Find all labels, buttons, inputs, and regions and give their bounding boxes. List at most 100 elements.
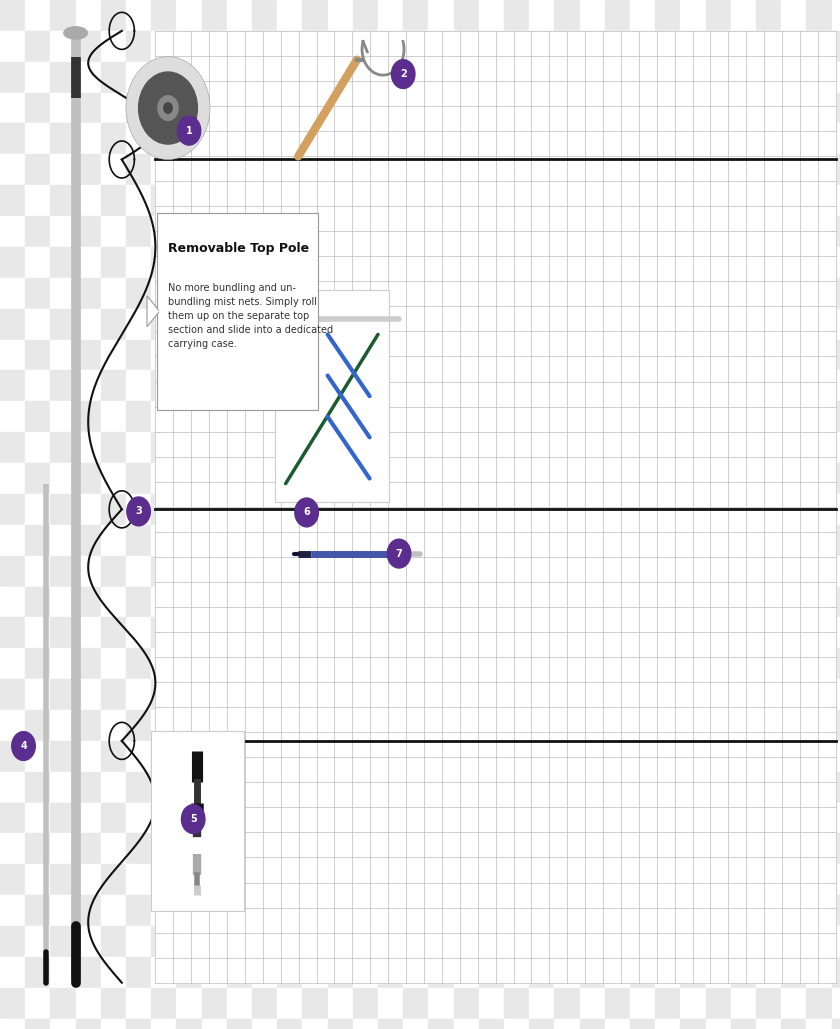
Bar [50, 31, 76, 62]
Bar [630, 309, 655, 340]
Bar [832, 31, 840, 62]
Bar [529, 772, 554, 803]
Bar [655, 617, 680, 648]
Bar [151, 617, 176, 648]
Bar [706, 741, 731, 772]
Bar [76, 93, 101, 123]
Bar [378, 62, 403, 93]
Bar [302, 957, 328, 988]
Bar [328, 154, 353, 185]
Bar [378, 463, 403, 494]
Bar [655, 93, 680, 123]
Bar [176, 648, 202, 679]
Bar [328, 340, 353, 370]
Bar [504, 463, 529, 494]
Bar [227, 463, 252, 494]
Bar [428, 1019, 454, 1029]
Bar [806, 617, 832, 648]
Bar [353, 710, 378, 741]
Bar [706, 432, 731, 463]
Bar [76, 247, 101, 278]
Bar [302, 648, 328, 679]
Bar [202, 401, 227, 432]
Bar [302, 926, 328, 957]
Bar [706, 895, 731, 926]
Bar [655, 432, 680, 463]
Bar [0, 62, 25, 93]
Bar [580, 93, 605, 123]
Bar [479, 772, 504, 803]
Bar [202, 31, 227, 62]
Bar [126, 833, 151, 864]
Bar [428, 988, 454, 1019]
Bar [554, 772, 580, 803]
Bar [781, 772, 806, 803]
Bar [403, 556, 428, 587]
Bar [25, 62, 50, 93]
Bar [76, 772, 101, 803]
Bar [504, 864, 529, 895]
Bar [252, 31, 277, 62]
Bar [378, 648, 403, 679]
Bar [731, 340, 756, 370]
Bar [302, 525, 328, 556]
Bar [252, 864, 277, 895]
Bar [202, 123, 227, 154]
Bar [428, 741, 454, 772]
Bar [202, 556, 227, 587]
Bar [580, 494, 605, 525]
Bar [806, 494, 832, 525]
Bar [630, 617, 655, 648]
Bar [832, 525, 840, 556]
Bar [0, 988, 25, 1019]
Bar [756, 1019, 781, 1029]
Bar [781, 62, 806, 93]
Bar [202, 216, 227, 247]
Bar [428, 154, 454, 185]
Bar [529, 803, 554, 833]
Bar [731, 401, 756, 432]
Bar [176, 278, 202, 309]
Bar [252, 556, 277, 587]
Bar [731, 895, 756, 926]
Bar [25, 926, 50, 957]
Bar [302, 494, 328, 525]
Bar [428, 463, 454, 494]
Bar [50, 494, 76, 525]
Bar [25, 556, 50, 587]
Text: 6: 6 [303, 507, 310, 518]
Bar [202, 309, 227, 340]
Bar [0, 93, 25, 123]
Bar [50, 154, 76, 185]
Bar [706, 525, 731, 556]
Bar [252, 494, 277, 525]
Bar [731, 741, 756, 772]
Bar [428, 525, 454, 556]
Bar [302, 895, 328, 926]
Bar [605, 401, 630, 432]
Bar [655, 710, 680, 741]
Bar [126, 309, 151, 340]
Bar [504, 0, 529, 31]
Bar [428, 833, 454, 864]
Bar [428, 123, 454, 154]
Bar [252, 401, 277, 432]
Bar [554, 679, 580, 710]
Bar [0, 864, 25, 895]
Bar [479, 617, 504, 648]
Bar [832, 803, 840, 833]
Bar [832, 587, 840, 617]
Bar [554, 370, 580, 401]
Bar [706, 957, 731, 988]
Bar [529, 154, 554, 185]
Bar [756, 926, 781, 957]
Bar [25, 401, 50, 432]
Bar [454, 587, 479, 617]
Bar [529, 463, 554, 494]
Bar [680, 617, 706, 648]
Bar [0, 525, 25, 556]
Bar [76, 957, 101, 988]
Bar [605, 957, 630, 988]
Bar [756, 772, 781, 803]
Bar [706, 278, 731, 309]
